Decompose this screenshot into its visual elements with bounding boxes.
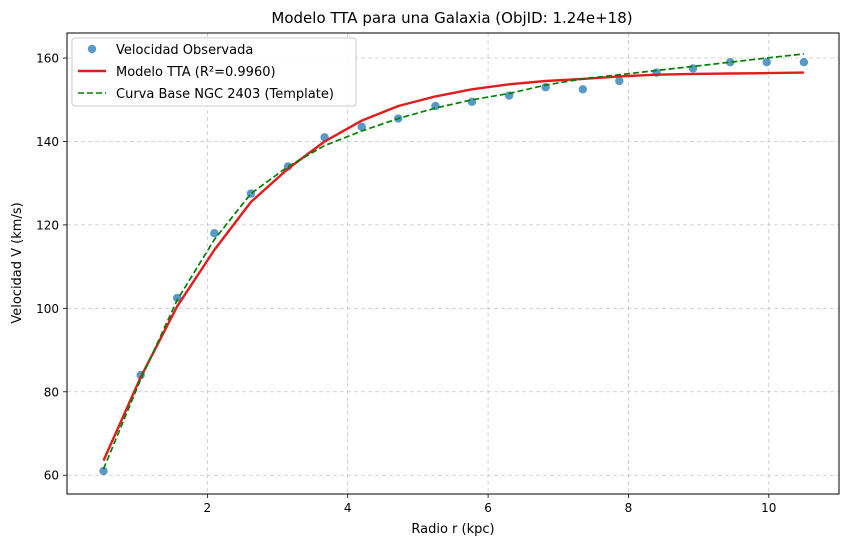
y-tick-label: 140 (36, 135, 59, 149)
observed-point (99, 466, 108, 476)
x-axis-ticks: 2 4 6 8 10 (204, 494, 776, 515)
observed-point (799, 58, 809, 67)
observed-point (210, 229, 219, 238)
y-tick-label: 80 (44, 385, 59, 399)
x-tick-label: 10 (761, 501, 776, 515)
x-tick-label: 8 (625, 501, 633, 515)
legend-label-model: Modelo TTA (R²=0.9960) (116, 65, 276, 80)
legend-label-template: Curva Base NGC 2403 (Template) (116, 87, 334, 102)
x-tick-label: 4 (344, 501, 352, 515)
legend: Velocidad Observada Modelo TTA (R²=0.996… (71, 37, 357, 107)
series-layer (99, 53, 809, 476)
y-tick-label: 120 (36, 218, 59, 232)
x-tick-label: 2 (204, 501, 212, 515)
y-tick-label: 100 (36, 302, 59, 316)
legend-label-observed: Velocidad Observada (116, 43, 253, 58)
y-tick-label: 160 (36, 52, 59, 66)
template-curve-line (102, 53, 804, 470)
y-axis-label: Velocidad V (km/s) (10, 202, 25, 323)
observed-point (762, 58, 771, 67)
chart-title: Modelo TTA para una Galaxia (ObjID: 1.24… (271, 9, 632, 27)
tta-model-line (102, 71, 804, 462)
legend-box (71, 37, 357, 107)
x-tick-label: 6 (484, 501, 492, 515)
plot-frame (66, 32, 840, 495)
observed-point (726, 58, 735, 67)
y-tick-label: 60 (44, 469, 59, 483)
x-axis-label: Radio r (kpc) (411, 522, 494, 537)
observed-point (578, 85, 588, 94)
y-axis-ticks: 60 80 100 120 140 160 (36, 52, 67, 483)
legend-marker-observed (87, 44, 97, 54)
observed-point (615, 76, 624, 86)
observed-velocity-series (99, 58, 809, 476)
observed-point (357, 122, 366, 132)
